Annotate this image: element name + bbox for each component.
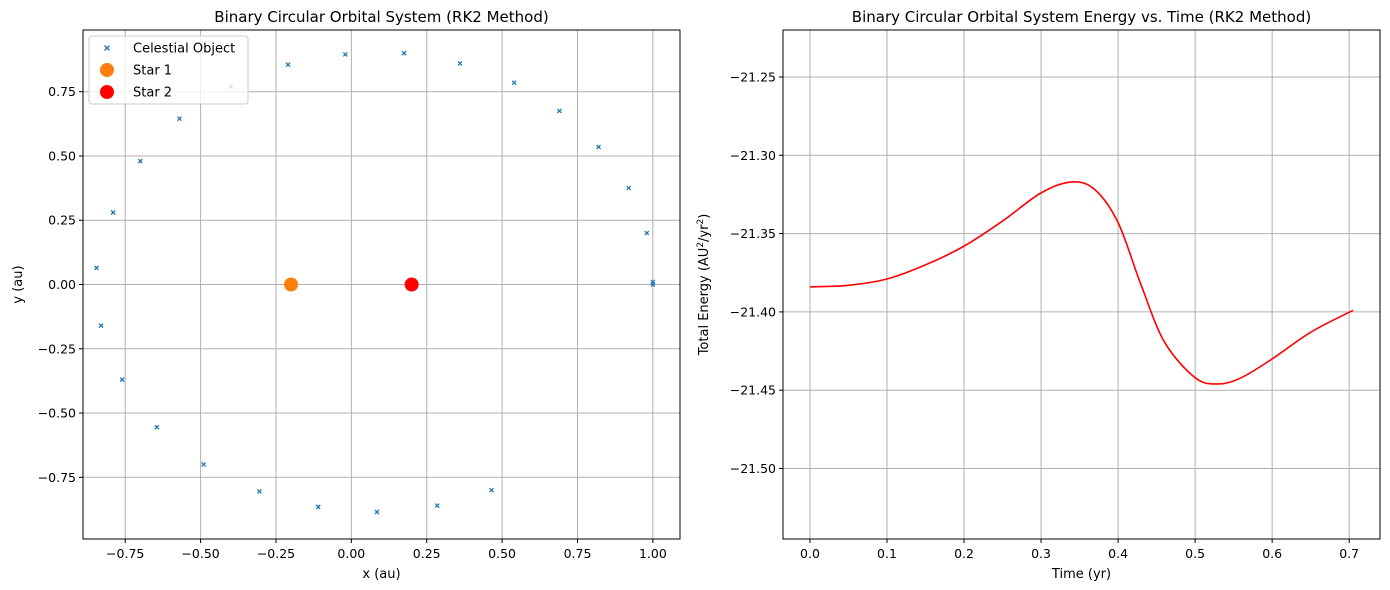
energy-plot-frame	[782, 29, 1381, 540]
orbit-plot-ylabel: y (au)	[11, 265, 26, 303]
celestial-object-point	[177, 116, 182, 122]
legend-star-2-marker	[100, 85, 114, 99]
y-tick-label: 0.75	[48, 84, 76, 99]
celestial-object-point	[256, 488, 262, 494]
orbit-legend: Celestial Object Star 1 Star 2	[88, 35, 249, 105]
celestial-object-point	[401, 50, 407, 56]
y-tick-label: −21.50	[730, 461, 776, 476]
x-tick-label: 0.7	[1339, 546, 1359, 561]
x-tick-label: 0.5	[1185, 546, 1205, 561]
legend-star-1-marker	[100, 63, 114, 77]
y-tick-label: 0.00	[48, 277, 76, 292]
x-tick-label: −0.75	[106, 546, 144, 561]
legend-x-marker	[104, 45, 110, 51]
y-tick-label: −21.25	[730, 69, 776, 84]
energy-plot-ylabel: Total Energy (AU2/yr2)	[696, 214, 712, 357]
star-2-point	[404, 277, 419, 292]
legend-entry-celestial-object: Celestial Object	[104, 42, 235, 57]
x-tick-label: 0.75	[564, 546, 592, 561]
orbit-plot: −0.75 −0.50 −0.25 0.00 0.25 0.50 0.75 1.00 −0.75…	[11, 8, 681, 582]
orbit-plot-ticks: −0.75 −0.50 −0.25 0.00 0.25 0.50 0.75 1.00 −0.75…	[38, 84, 667, 561]
celestial-object-point	[342, 51, 348, 57]
celestial-object-point	[94, 265, 100, 271]
celestial-object-point	[556, 108, 562, 114]
celestial-object-point	[137, 158, 143, 164]
x-tick-label: 1.00	[639, 546, 667, 561]
energy-plot-title: Binary Circular Orbital System Energy vs…	[852, 8, 1311, 26]
y-tick-label: −21.30	[730, 148, 776, 163]
x-tick-label: 0.50	[488, 546, 516, 561]
y-tick-label: 0.50	[48, 148, 76, 163]
celestial-object-point	[644, 230, 650, 236]
x-tick-label: 0.2	[954, 546, 974, 561]
celestial-object-point	[457, 60, 463, 66]
x-tick-label: 0.0	[800, 546, 820, 561]
celestial-object-point	[511, 80, 517, 86]
y-tick-label: −0.50	[38, 406, 76, 421]
celestial-object-point	[374, 509, 380, 515]
x-tick-label: 0.3	[1031, 546, 1051, 561]
x-tick-label: −0.25	[257, 546, 295, 561]
celestial-object-point	[650, 279, 656, 285]
legend-label-celestial-object: Celestial Object	[133, 42, 235, 57]
star-1-point	[284, 277, 299, 292]
celestial-object-point	[98, 323, 104, 329]
orbit-plot-title: Binary Circular Orbital System (RK2 Meth…	[214, 8, 548, 26]
orbit-plot-xlabel: x (au)	[362, 567, 400, 582]
celestial-object-point	[626, 185, 632, 191]
y-tick-label: 0.25	[48, 213, 76, 228]
x-tick-label: 0.00	[337, 546, 365, 561]
celestial-object-point	[110, 210, 116, 215]
celestial-object-point	[315, 504, 321, 510]
orbit-plot-grid	[83, 30, 680, 539]
legend-box	[88, 35, 249, 105]
orbit-plot-data	[94, 50, 656, 515]
energy-plot-grid	[783, 30, 1380, 539]
energy-line	[809, 181, 1354, 385]
energy-plot-data	[809, 181, 1354, 385]
celestial-object-point	[285, 62, 291, 68]
x-tick-label: −0.50	[181, 546, 219, 561]
x-tick-label: 0.4	[1108, 546, 1128, 561]
y-tick-label: −21.45	[730, 383, 776, 398]
celestial-object-point	[119, 377, 125, 383]
x-tick-label: 0.6	[1262, 546, 1282, 561]
energy-plot-ticks: 0.0 0.1 0.2 0.3 0.4 0.5 0.6 0.7 −21.25 −21.30 −21.…	[730, 69, 1359, 561]
energy-plot-xlabel: Time (yr)	[1051, 567, 1111, 582]
x-tick-label: 0.25	[413, 546, 441, 561]
celestial-object-point	[596, 144, 602, 150]
x-tick-label: 0.1	[877, 546, 897, 561]
y-tick-label: −0.75	[38, 470, 76, 485]
y-tick-label: −0.25	[38, 341, 76, 356]
legend-entry-star-2: Star 2	[100, 85, 172, 101]
legend-label-star-1: Star 1	[133, 64, 172, 79]
energy-plot: 0.0 0.1 0.2 0.3 0.4 0.5 0.6 0.7 −21.25 −21.30 −21.…	[696, 8, 1381, 582]
celestial-object-point	[434, 503, 440, 509]
celestial-object-point	[201, 461, 207, 467]
y-tick-label: −21.40	[730, 304, 776, 319]
legend-entry-star-1: Star 1	[100, 63, 172, 79]
legend-label-star-2: Star 2	[133, 86, 172, 101]
celestial-object-point	[489, 487, 495, 493]
y-tick-label: −21.35	[730, 226, 776, 241]
celestial-object-point	[154, 424, 160, 430]
